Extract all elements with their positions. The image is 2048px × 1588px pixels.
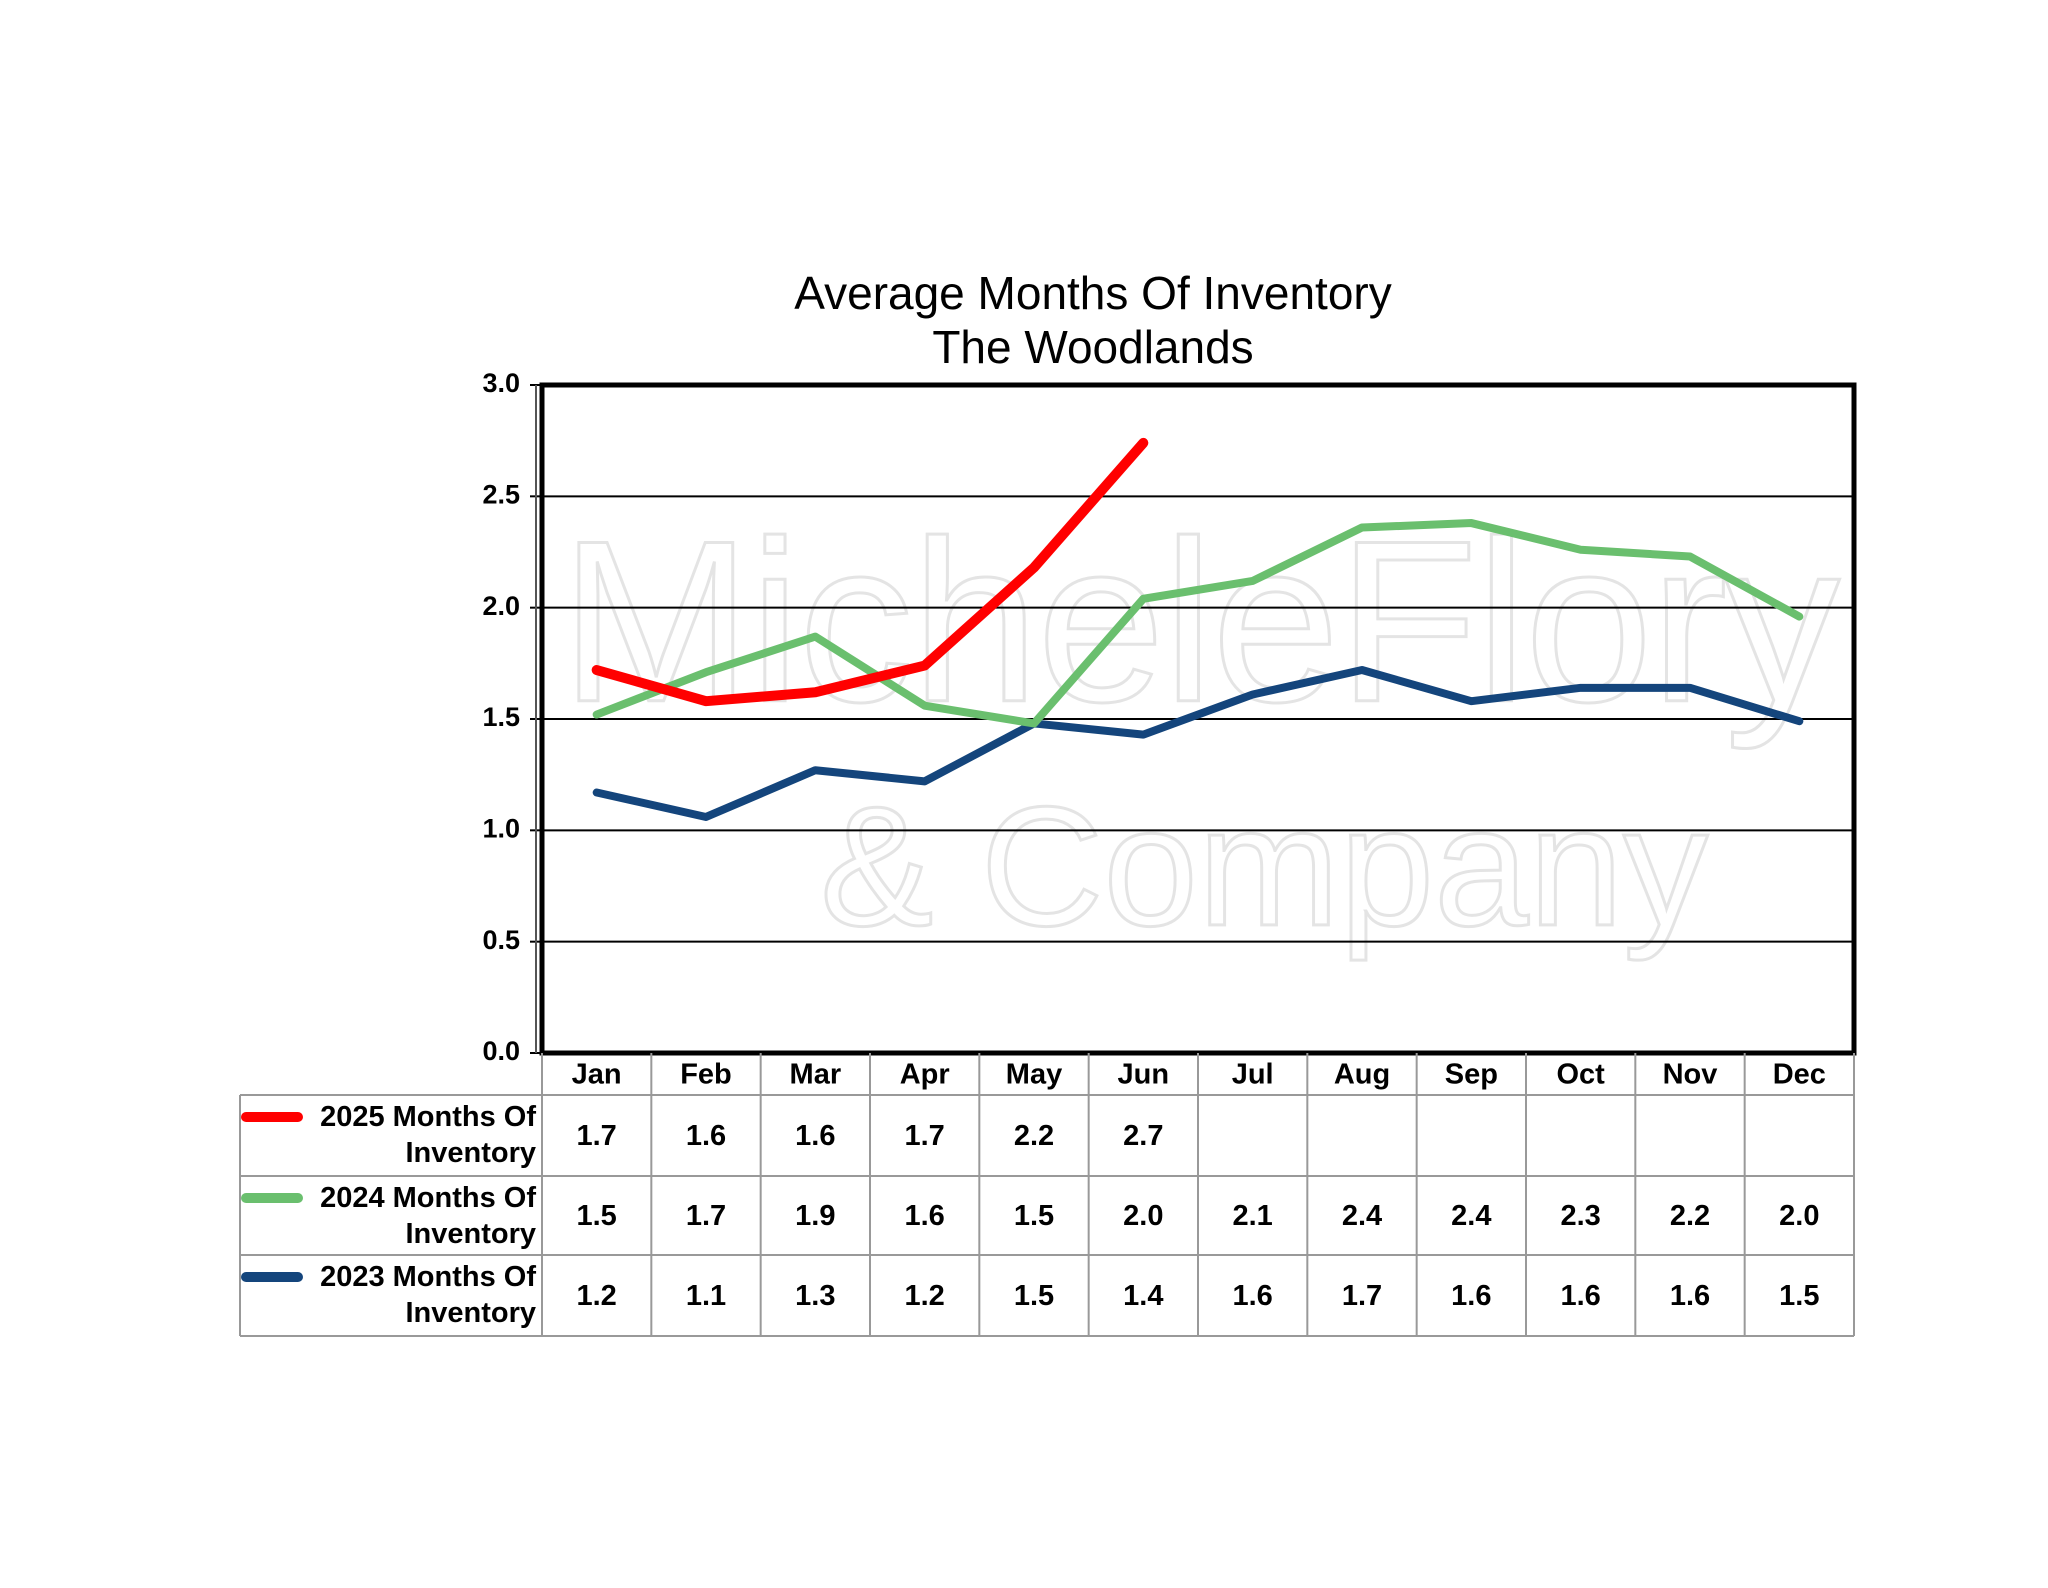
legend-label: 2025 Months Of Inventory [320, 1101, 536, 1169]
watermark: & Company [820, 772, 1708, 962]
data-label: 1.5 [577, 1200, 617, 1232]
x-tick-label: May [1006, 1059, 1062, 1091]
data-label: 1.6 [905, 1200, 945, 1232]
legend-label-box: 2025 Months Of Inventory [320, 1101, 536, 1169]
y-tick-label: 1.5 [482, 702, 520, 732]
y-tick-label: 2.0 [482, 591, 520, 621]
x-tick-label: Jun [1118, 1059, 1170, 1091]
legend-label: 2024 Months Of Inventory [320, 1182, 536, 1250]
data-label: 1.6 [1561, 1280, 1601, 1312]
data-label: 1.2 [905, 1280, 945, 1312]
x-tick-label: Feb [680, 1059, 732, 1091]
data-label: 1.7 [905, 1120, 945, 1152]
x-tick-label: Jul [1232, 1059, 1274, 1091]
data-label: 1.7 [1342, 1280, 1382, 1312]
y-tick-label: 3.0 [482, 368, 520, 398]
data-label: 1.6 [1670, 1280, 1710, 1312]
watermark: MicheleFlory [560, 493, 1840, 750]
data-label: 2.0 [1123, 1200, 1163, 1232]
y-tick-label: 2.5 [482, 479, 520, 509]
data-label: 1.9 [795, 1200, 835, 1232]
data-label: 2.0 [1779, 1200, 1819, 1232]
legend-label: 2023 Months Of Inventory [320, 1261, 536, 1329]
x-tick-label: Jan [572, 1059, 622, 1091]
data-label: 2.2 [1014, 1120, 1054, 1152]
data-label: 2.4 [1451, 1200, 1491, 1232]
x-tick-label: Aug [1334, 1059, 1390, 1091]
data-label: 1.6 [1233, 1280, 1273, 1312]
data-label: 1.5 [1779, 1280, 1819, 1312]
data-label: 1.3 [795, 1280, 835, 1312]
x-tick-label: Mar [790, 1059, 842, 1091]
data-label: 1.7 [686, 1200, 726, 1232]
data-label: 2.2 [1670, 1200, 1710, 1232]
y-tick-label: 1.0 [482, 813, 520, 843]
data-label: 1.6 [1451, 1280, 1491, 1312]
data-label: 1.4 [1123, 1280, 1163, 1312]
data-label: 1.1 [686, 1280, 726, 1312]
chart-subtitle: The Woodlands [932, 321, 1253, 373]
series-line [592, 666, 1804, 821]
x-tick-label: Nov [1663, 1059, 1718, 1091]
chart-title: Average Months Of Inventory [794, 267, 1391, 319]
series-line [591, 437, 1149, 707]
data-label: 2.4 [1342, 1200, 1382, 1232]
data-label: 1.6 [686, 1120, 726, 1152]
data-label: 1.5 [1014, 1200, 1054, 1232]
data-label: 2.3 [1561, 1200, 1601, 1232]
data-label: 1.5 [1014, 1280, 1054, 1312]
legend-label-box: 2024 Months Of Inventory [320, 1182, 536, 1250]
data-label: 1.7 [577, 1120, 617, 1152]
y-tick-label: 0.0 [482, 1036, 520, 1066]
x-tick-label: Sep [1445, 1059, 1498, 1091]
series-line [592, 519, 1804, 728]
x-tick-label: Apr [900, 1059, 950, 1091]
x-tick-label: Oct [1556, 1059, 1605, 1091]
x-tick-label: Dec [1773, 1059, 1826, 1091]
data-label: 1.2 [577, 1280, 617, 1312]
data-label: 1.6 [795, 1120, 835, 1152]
y-tick-label: 0.5 [482, 925, 520, 955]
legend-label-box: 2023 Months Of Inventory [320, 1261, 536, 1329]
data-label: 2.1 [1233, 1200, 1273, 1232]
data-label: 2.7 [1123, 1120, 1163, 1152]
